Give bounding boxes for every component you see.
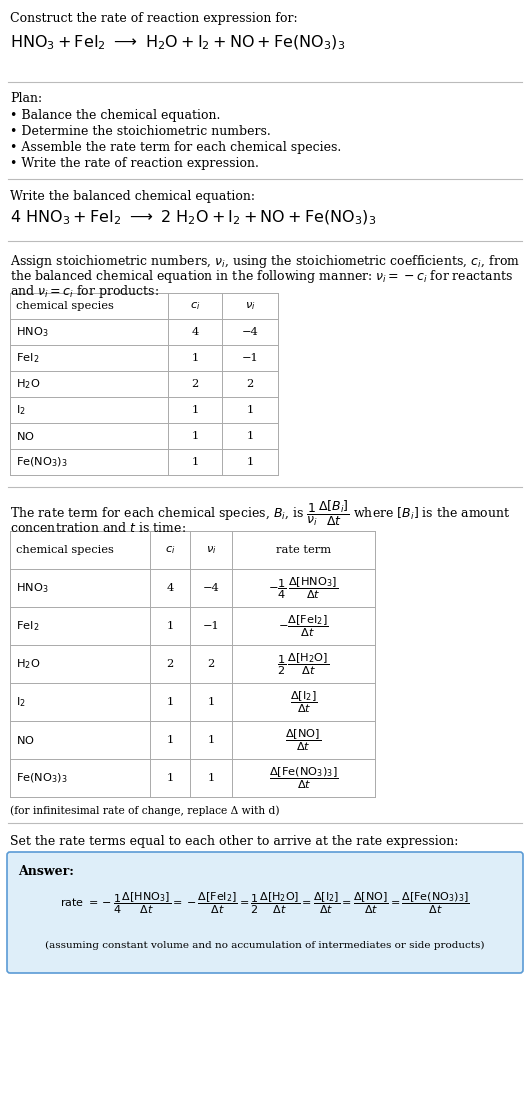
- Text: the balanced chemical equation in the following manner: $\nu_i = -c_i$ for react: the balanced chemical equation in the fo…: [10, 268, 513, 285]
- Text: 4: 4: [166, 583, 174, 593]
- Text: $c_i$: $c_i$: [190, 300, 200, 311]
- Text: $\mathrm{HNO_3}$: $\mathrm{HNO_3}$: [16, 582, 49, 595]
- Text: $\mathrm{HNO_3}$: $\mathrm{HNO_3}$: [16, 325, 49, 339]
- Text: concentration and $t$ is time:: concentration and $t$ is time:: [10, 522, 186, 535]
- Text: $\dfrac{\Delta[\mathrm{I_2}]}{\Delta t}$: $\dfrac{\Delta[\mathrm{I_2}]}{\Delta t}$: [290, 689, 317, 715]
- Text: 2: 2: [207, 659, 215, 669]
- Text: 2: 2: [191, 379, 199, 389]
- Text: 1: 1: [191, 431, 199, 441]
- Text: $\mathrm{HNO_3 + FeI_2\ \longrightarrow\ H_2O + I_2 + NO + Fe(NO_3)_3}$: $\mathrm{HNO_3 + FeI_2\ \longrightarrow\…: [10, 34, 346, 52]
- Text: • Determine the stoichiometric numbers.: • Determine the stoichiometric numbers.: [10, 125, 271, 138]
- Text: $\nu_i$: $\nu_i$: [206, 544, 216, 556]
- Text: $\mathrm{I_2}$: $\mathrm{I_2}$: [16, 695, 26, 709]
- Text: $-\dfrac{\Delta[\mathrm{FeI_2}]}{\Delta t}$: $-\dfrac{\Delta[\mathrm{FeI_2}]}{\Delta …: [278, 613, 329, 638]
- Text: Plan:: Plan:: [10, 92, 42, 105]
- Text: The rate term for each chemical species, $B_i$, is $\dfrac{1}{\nu_i}\dfrac{\Delt: The rate term for each chemical species,…: [10, 499, 510, 528]
- Text: $\mathrm{NO}$: $\mathrm{NO}$: [16, 734, 35, 746]
- Text: 1: 1: [246, 431, 254, 441]
- Text: −1: −1: [202, 620, 219, 631]
- Text: $\mathrm{Fe(NO_3)_3}$: $\mathrm{Fe(NO_3)_3}$: [16, 772, 68, 785]
- Text: $\dfrac{\Delta[\mathrm{Fe(NO_3)_3}]}{\Delta t}$: $\dfrac{\Delta[\mathrm{Fe(NO_3)_3}]}{\De…: [269, 765, 338, 791]
- Text: $\dfrac{1}{2}\,\dfrac{\Delta[\mathrm{H_2O}]}{\Delta t}$: $\dfrac{1}{2}\,\dfrac{\Delta[\mathrm{H_2…: [277, 652, 330, 677]
- Text: chemical species: chemical species: [16, 301, 114, 311]
- Text: $\mathrm{FeI_2}$: $\mathrm{FeI_2}$: [16, 619, 39, 633]
- Text: $\dfrac{\Delta[\mathrm{NO}]}{\Delta t}$: $\dfrac{\Delta[\mathrm{NO}]}{\Delta t}$: [286, 727, 322, 753]
- Text: and $\nu_i = c_i$ for products:: and $\nu_i = c_i$ for products:: [10, 282, 159, 300]
- Text: $c_i$: $c_i$: [165, 544, 175, 556]
- FancyBboxPatch shape: [7, 852, 523, 973]
- Text: $\mathrm{NO}$: $\mathrm{NO}$: [16, 430, 35, 441]
- Text: $\mathrm{H_2O}$: $\mathrm{H_2O}$: [16, 657, 40, 671]
- Text: 2: 2: [166, 659, 174, 669]
- Text: • Write the rate of reaction expression.: • Write the rate of reaction expression.: [10, 157, 259, 170]
- Text: Write the balanced chemical equation:: Write the balanced chemical equation:: [10, 190, 255, 203]
- Text: 1: 1: [207, 773, 215, 783]
- Text: 1: 1: [191, 405, 199, 415]
- Text: 1: 1: [246, 405, 254, 415]
- Text: 1: 1: [166, 697, 174, 707]
- Text: rate $= -\dfrac{1}{4}\dfrac{\Delta[\mathrm{HNO_3}]}{\Delta t}= -\dfrac{\Delta[\m: rate $= -\dfrac{1}{4}\dfrac{\Delta[\math…: [60, 891, 470, 916]
- Text: −4: −4: [242, 327, 259, 337]
- Text: (for infinitesimal rate of change, replace Δ with d): (for infinitesimal rate of change, repla…: [10, 805, 280, 815]
- Text: 1: 1: [207, 697, 215, 707]
- Text: Construct the rate of reaction expression for:: Construct the rate of reaction expressio…: [10, 12, 298, 24]
- Text: chemical species: chemical species: [16, 545, 114, 555]
- Text: $\nu_i$: $\nu_i$: [245, 300, 255, 311]
- Text: 1: 1: [246, 457, 254, 467]
- Text: $\mathrm{FeI_2}$: $\mathrm{FeI_2}$: [16, 351, 39, 365]
- Text: 1: 1: [166, 620, 174, 631]
- Text: $\mathrm{4\ HNO_3 + FeI_2\ \longrightarrow\ 2\ H_2O + I_2 + NO + Fe(NO_3)_3}$: $\mathrm{4\ HNO_3 + FeI_2\ \longrightarr…: [10, 209, 376, 227]
- Text: rate term: rate term: [276, 545, 331, 555]
- Text: 1: 1: [207, 735, 215, 745]
- Text: 1: 1: [166, 735, 174, 745]
- Text: $\mathrm{Fe(NO_3)_3}$: $\mathrm{Fe(NO_3)_3}$: [16, 455, 68, 469]
- Text: Assign stoichiometric numbers, $\nu_i$, using the stoichiometric coefficients, $: Assign stoichiometric numbers, $\nu_i$, …: [10, 254, 520, 270]
- Text: $\mathrm{H_2O}$: $\mathrm{H_2O}$: [16, 377, 40, 391]
- Text: 1: 1: [166, 773, 174, 783]
- Text: $\mathrm{I_2}$: $\mathrm{I_2}$: [16, 403, 26, 417]
- Text: 4: 4: [191, 327, 199, 337]
- Text: −4: −4: [202, 583, 219, 593]
- Text: • Assemble the rate term for each chemical species.: • Assemble the rate term for each chemic…: [10, 141, 341, 153]
- Text: Answer:: Answer:: [18, 865, 74, 878]
- Text: $-\dfrac{1}{4}\,\dfrac{\Delta[\mathrm{HNO_3}]}{\Delta t}$: $-\dfrac{1}{4}\,\dfrac{\Delta[\mathrm{HN…: [268, 575, 339, 600]
- Text: 1: 1: [191, 457, 199, 467]
- Text: 1: 1: [191, 353, 199, 363]
- Text: 2: 2: [246, 379, 254, 389]
- Text: Set the rate terms equal to each other to arrive at the rate expression:: Set the rate terms equal to each other t…: [10, 835, 458, 848]
- Text: • Balance the chemical equation.: • Balance the chemical equation.: [10, 109, 220, 122]
- Text: (assuming constant volume and no accumulation of intermediates or side products): (assuming constant volume and no accumul…: [45, 941, 485, 950]
- Text: −1: −1: [242, 353, 259, 363]
